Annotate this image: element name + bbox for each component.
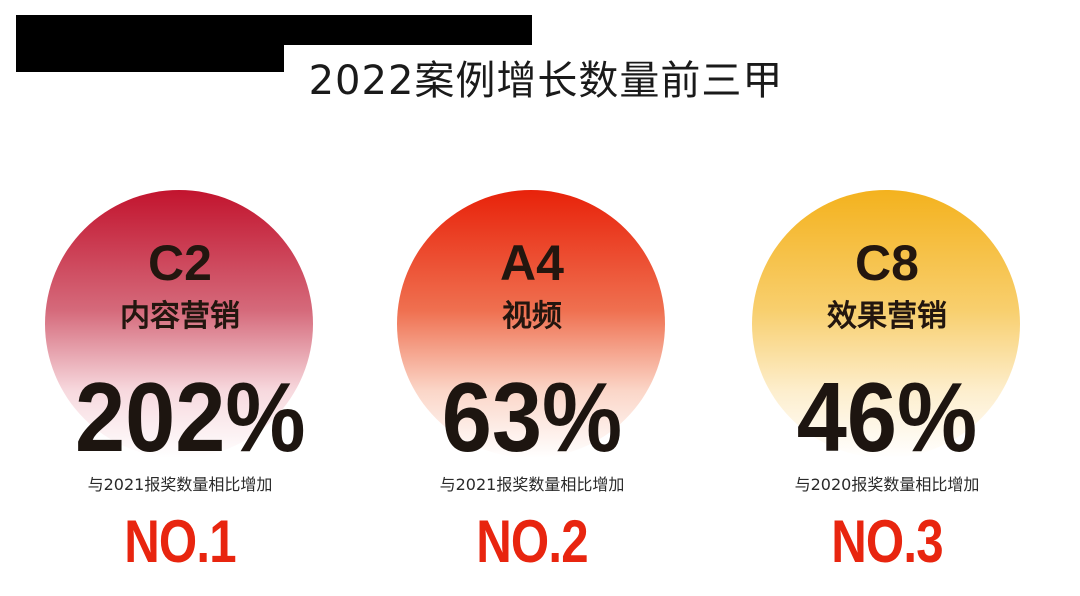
category-name: 效果营销 [827,299,947,334]
page-title: 2022案例增长数量前三甲 [308,58,784,104]
rank-label: NO.2 [476,508,588,575]
gradient-circle [752,190,1020,458]
redaction-bar-top [16,15,532,45]
gradient-circle [45,190,313,458]
growth-percent: 63% [441,362,623,472]
rank-label: NO.1 [124,508,236,575]
category-code: C8 [855,235,919,291]
growth-description: 与2021报奖数量相比增加 [87,475,273,494]
rank-card-2: A4 视频 63% 与2021报奖数量相比增加 NO.2 [397,190,667,590]
category-name: 视频 [502,299,562,334]
category-code: C2 [148,235,212,291]
growth-percent: 202% [75,362,306,472]
category-code: A4 [500,235,564,291]
rank-card-1: C2 内容营销 202% 与2021报奖数量相比增加 NO.1 [45,190,315,590]
growth-percent: 46% [796,362,978,472]
rank-card-3: C8 效果营销 46% 与2020报奖数量相比增加 NO.3 [752,190,1022,590]
category-name: 内容营销 [120,299,240,334]
redaction-bar-bottom [16,44,284,72]
growth-description: 与2020报奖数量相比增加 [794,475,980,494]
gradient-circle [397,190,665,458]
growth-description: 与2021报奖数量相比增加 [439,475,625,494]
rank-label: NO.3 [831,508,943,575]
